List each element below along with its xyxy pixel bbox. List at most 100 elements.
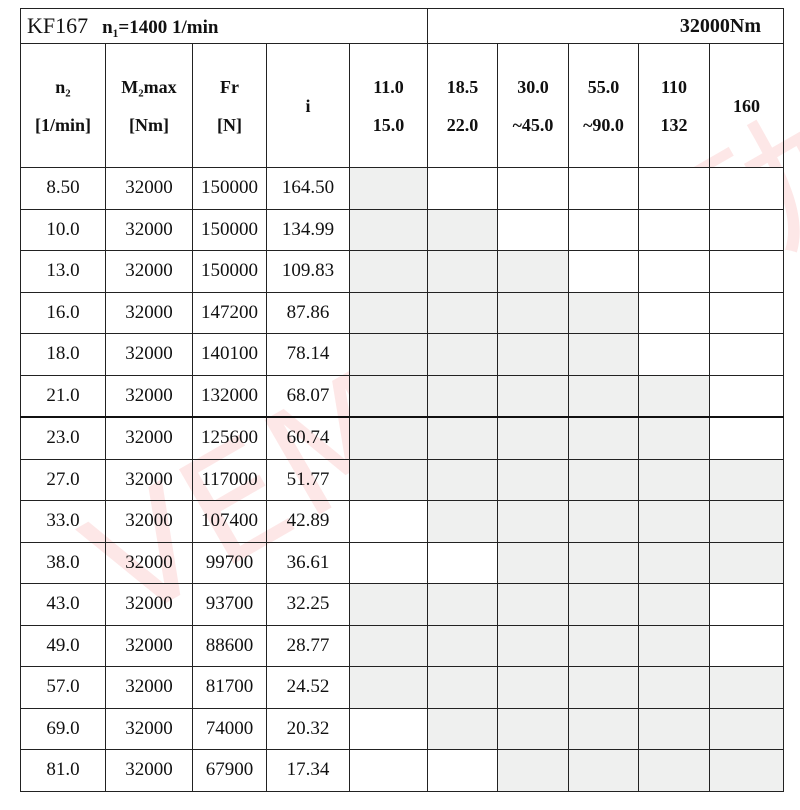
power-cell-available — [568, 458, 639, 501]
power-cell-available — [568, 416, 639, 460]
power-cell-available — [349, 250, 428, 293]
power-cell-available — [427, 666, 498, 709]
power-cell-available — [427, 624, 498, 667]
cell-m2: 32000 — [105, 208, 193, 251]
power-cell-available — [568, 374, 639, 418]
power-cell-empty — [709, 250, 784, 293]
header-power-value: 160 — [733, 95, 760, 116]
power-cell-empty — [497, 208, 569, 251]
power-cell-empty — [638, 333, 710, 376]
cell-fr: 147200 — [192, 291, 267, 334]
power-cell-empty — [709, 416, 784, 460]
table-row: 38.0 32000 99700 36.61 — [20, 541, 784, 584]
power-cell-available — [568, 500, 639, 543]
power-cell-available — [568, 707, 639, 750]
power-cell-available — [709, 458, 784, 501]
cell-i: 109.83 — [266, 250, 350, 293]
cell-n2: 43.0 — [20, 583, 106, 626]
cell-i: 20.32 — [266, 707, 350, 750]
power-cell-empty — [709, 583, 784, 626]
cell-m2: 32000 — [105, 541, 193, 584]
cell-n2: 81.0 — [20, 749, 106, 792]
cell-m2: 32000 — [105, 500, 193, 543]
power-cell-empty — [709, 208, 784, 251]
table-row: 13.0 32000 150000 109.83 — [20, 250, 784, 293]
header-power-3: 55.0 ~90.0 — [568, 43, 639, 168]
cell-fr: 132000 — [192, 374, 267, 418]
header-power-value: 110 — [660, 76, 687, 97]
power-cell-available — [709, 749, 784, 792]
power-cell-available — [497, 291, 569, 334]
header-n2-unit: [1/min] — [35, 114, 91, 135]
header-power-value: 15.0 — [372, 114, 405, 135]
table-row: 21.0 32000 132000 68.07 — [20, 374, 784, 418]
cell-n2: 13.0 — [20, 250, 106, 293]
header-power-2: 30.0 ~45.0 — [497, 43, 569, 168]
table-row: 81.0 32000 67900 17.34 — [20, 749, 784, 792]
cell-i: 42.89 — [266, 500, 350, 543]
cell-fr: 81700 — [192, 666, 267, 709]
table-row: 27.0 32000 117000 51.77 — [20, 458, 784, 501]
cell-m2: 32000 — [105, 250, 193, 293]
cell-fr: 125600 — [192, 416, 267, 460]
power-cell-empty — [349, 541, 428, 584]
power-cell-empty — [427, 541, 498, 584]
cell-m2: 32000 — [105, 458, 193, 501]
cell-i: 134.99 — [266, 208, 350, 251]
power-cell-available — [427, 707, 498, 750]
power-cell-available — [427, 458, 498, 501]
power-cell-available — [568, 749, 639, 792]
cell-n2: 38.0 — [20, 541, 106, 584]
power-cell-available — [638, 458, 710, 501]
power-cell-empty — [497, 167, 569, 210]
power-cell-available — [349, 208, 428, 251]
header-m2: M₂max [Nm] — [105, 43, 193, 168]
power-cell-available — [427, 500, 498, 543]
cell-n2: 18.0 — [20, 333, 106, 376]
power-cell-available — [349, 374, 428, 418]
cell-n2: 23.0 — [20, 416, 106, 460]
power-cell-empty — [709, 167, 784, 210]
power-cell-available — [638, 416, 710, 460]
cell-i: 87.86 — [266, 291, 350, 334]
power-cell-available — [349, 416, 428, 460]
power-cell-empty — [349, 749, 428, 792]
power-cell-available — [349, 333, 428, 376]
cell-i: 164.50 — [266, 167, 350, 210]
table-row: 23.0 32000 125600 60.74 — [20, 416, 784, 460]
header-power-1: 18.5 22.0 — [427, 43, 498, 168]
power-cell-available — [427, 583, 498, 626]
cell-n2: 27.0 — [20, 458, 106, 501]
header-row: n₂ [1/min] M₂max [Nm] Fr [N] i 11.0 15.0 18.5… — [20, 43, 784, 168]
power-cell-available — [568, 624, 639, 667]
cell-fr: 150000 — [192, 208, 267, 251]
power-cell-empty — [638, 167, 710, 210]
header-power-4: 110 132 — [638, 43, 710, 168]
header-m2-symbol: M₂max — [121, 76, 177, 97]
power-cell-available — [349, 583, 428, 626]
power-cell-available — [568, 541, 639, 584]
cell-i: 32.25 — [266, 583, 350, 626]
power-cell-empty — [568, 250, 639, 293]
power-cell-available — [427, 208, 498, 251]
header-m2-unit: [Nm] — [129, 114, 169, 135]
power-cell-empty — [349, 500, 428, 543]
power-cell-empty — [427, 167, 498, 210]
cell-i: 24.52 — [266, 666, 350, 709]
header-power-0: 11.0 15.0 — [349, 43, 428, 168]
power-cell-available — [427, 250, 498, 293]
power-cell-available — [427, 291, 498, 334]
power-cell-empty — [638, 250, 710, 293]
header-power-value: 132 — [660, 114, 688, 135]
power-cell-available — [497, 707, 569, 750]
power-cell-empty — [568, 208, 639, 251]
power-cell-available — [497, 666, 569, 709]
power-cell-available — [638, 666, 710, 709]
cell-fr: 150000 — [192, 167, 267, 210]
power-cell-available — [638, 374, 710, 418]
table-row: 16.0 32000 147200 87.86 — [20, 291, 784, 334]
power-cell-empty — [709, 291, 784, 334]
power-cell-available — [349, 458, 428, 501]
power-cell-available — [568, 291, 639, 334]
header-fr-unit: [N] — [217, 114, 242, 135]
